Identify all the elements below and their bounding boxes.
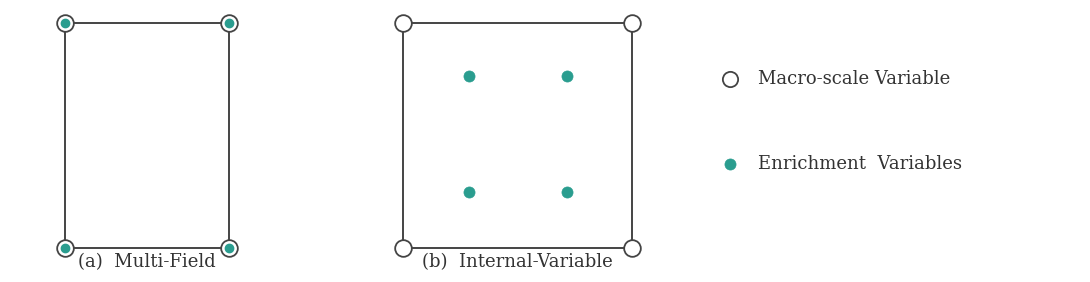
Text: (a)  Multi-Field: (a) Multi-Field [78, 253, 216, 271]
Text: Macro-scale Variable: Macro-scale Variable [758, 70, 949, 88]
Text: Enrichment  Variables: Enrichment Variables [758, 155, 961, 173]
Text: (b)  Internal-Variable: (b) Internal-Variable [423, 253, 613, 271]
